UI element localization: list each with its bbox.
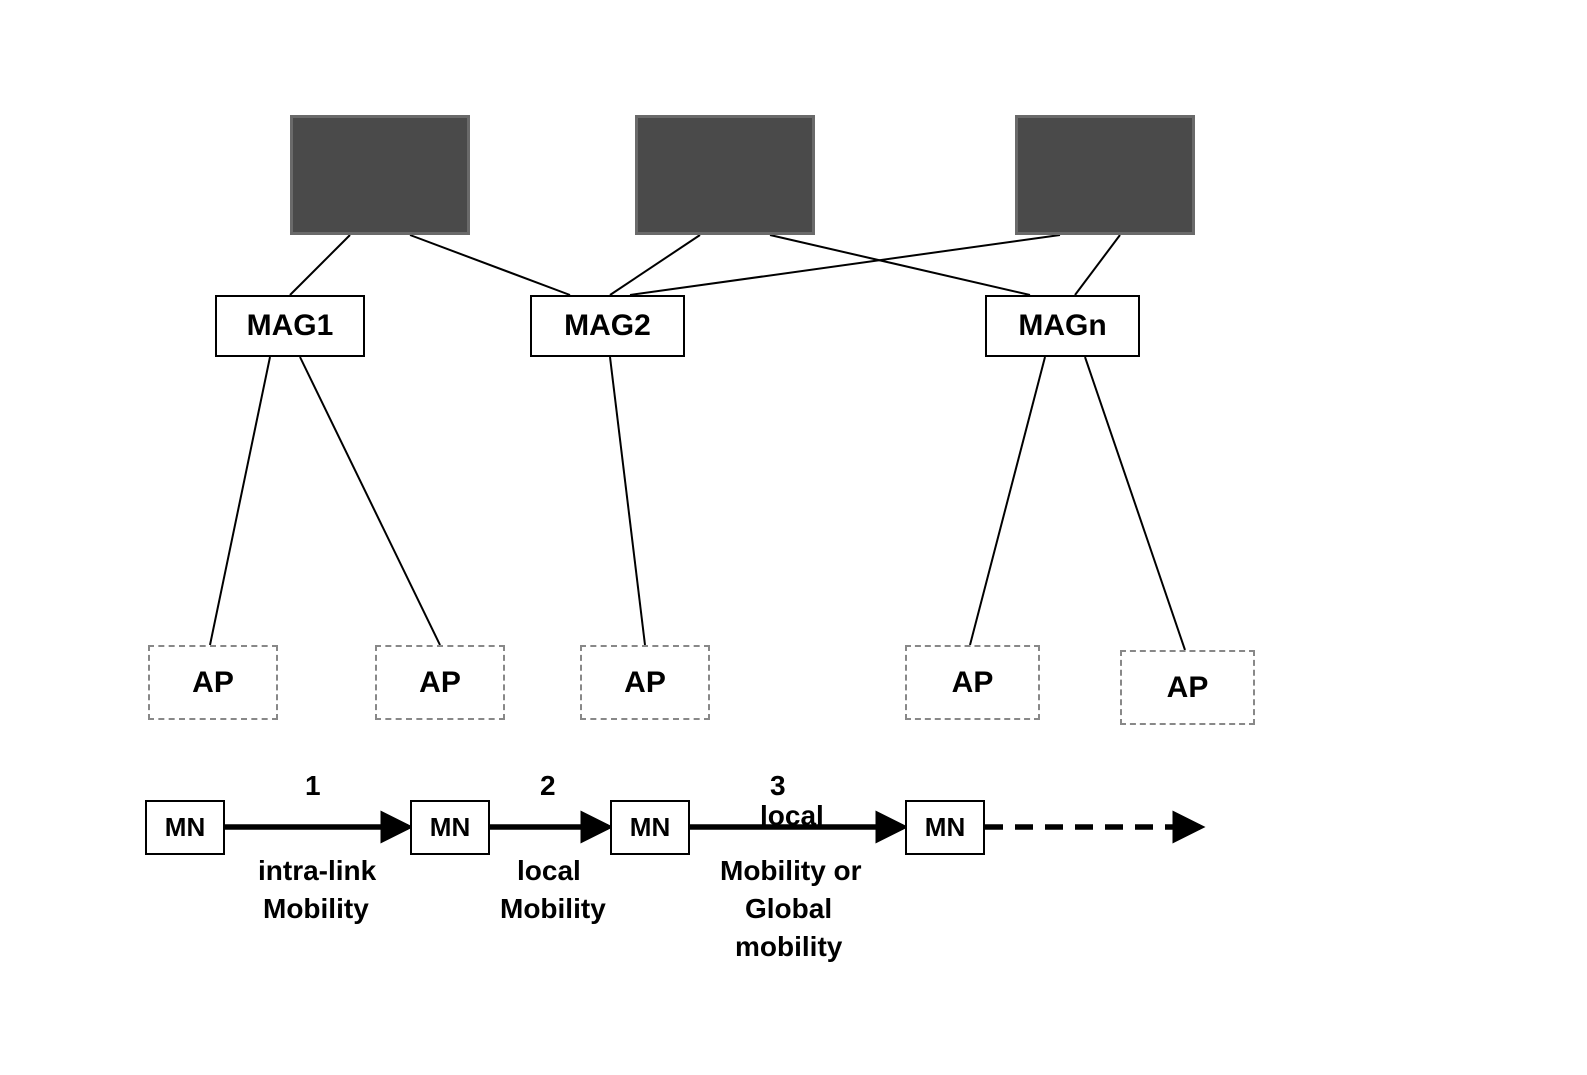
mn-box-label: MN xyxy=(630,812,670,843)
diagram-label: Mobility xyxy=(500,893,606,925)
mn-box-label: MN xyxy=(165,812,205,843)
edge-line xyxy=(1075,235,1120,295)
ap-box-label: AP xyxy=(419,666,461,700)
edge-line xyxy=(630,235,1060,295)
mag-box: MAG1 xyxy=(215,295,365,357)
ap-box-label: AP xyxy=(624,666,666,700)
diagram-label: intra-link xyxy=(258,855,376,887)
mn-box: MN xyxy=(610,800,690,855)
edge-line xyxy=(970,357,1045,645)
ap-box: AP xyxy=(580,645,710,720)
server-box xyxy=(290,115,470,235)
edge-line xyxy=(770,235,1030,295)
mag-box: MAG2 xyxy=(530,295,685,357)
edge-line xyxy=(410,235,570,295)
edge-line xyxy=(210,357,270,645)
ap-box: AP xyxy=(1120,650,1255,725)
edge-line xyxy=(290,235,350,295)
mn-box: MN xyxy=(905,800,985,855)
mag-box: MAGn xyxy=(985,295,1140,357)
mn-box-label: MN xyxy=(925,812,965,843)
edge-line xyxy=(610,357,645,645)
diagram-label: 1 xyxy=(305,770,321,802)
mag-box-label: MAGn xyxy=(1018,309,1106,343)
mn-box: MN xyxy=(410,800,490,855)
diagram-label: 3 xyxy=(770,770,786,802)
ap-box-label: AP xyxy=(1167,671,1209,705)
diagram-label: local xyxy=(517,855,581,887)
edge-line xyxy=(610,235,700,295)
mn-box-label: MN xyxy=(430,812,470,843)
ap-box-label: AP xyxy=(192,666,234,700)
ap-box-label: AP xyxy=(952,666,994,700)
diagram-label: local xyxy=(760,800,824,832)
diagram-label: Global xyxy=(745,893,832,925)
diagram-label: 2 xyxy=(540,770,556,802)
edge-line xyxy=(300,357,440,645)
mn-box: MN xyxy=(145,800,225,855)
diagram-label: Mobility or xyxy=(720,855,862,887)
server-box xyxy=(635,115,815,235)
diagram-label: Mobility xyxy=(263,893,369,925)
diagram-label: mobility xyxy=(735,931,842,963)
mag-box-label: MAG1 xyxy=(247,309,334,343)
edge-line xyxy=(1085,357,1185,650)
server-box xyxy=(1015,115,1195,235)
ap-box: AP xyxy=(375,645,505,720)
ap-box: AP xyxy=(148,645,278,720)
diagram-canvas: MAG1 MAG2 MAGn AP AP AP AP AP MN MN MN MN 1 2 3 intra-… xyxy=(0,0,1587,1075)
mag-box-label: MAG2 xyxy=(564,309,651,343)
ap-box: AP xyxy=(905,645,1040,720)
